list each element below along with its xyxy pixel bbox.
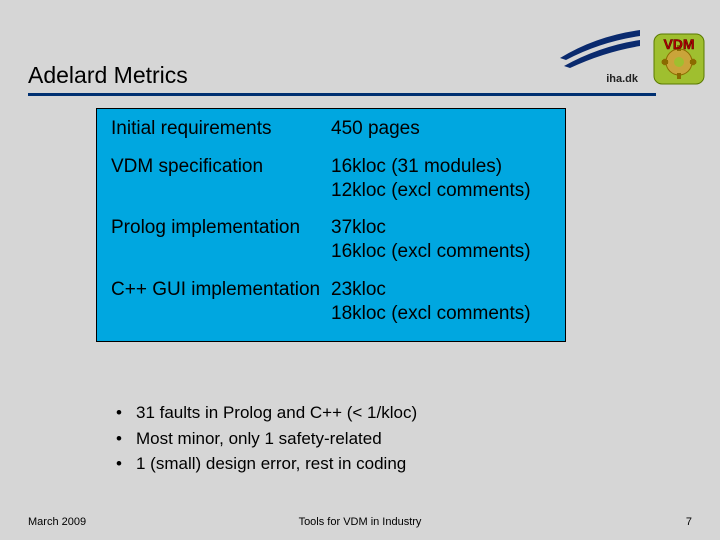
table-row: Initial requirements 450 pages <box>111 117 551 141</box>
metrics-table: Initial requirements 450 pages VDM speci… <box>96 108 566 342</box>
table-row: Prolog implementation 37kloc 16kloc (exc… <box>111 216 551 264</box>
metric-label: VDM specification <box>111 155 331 179</box>
title-wrap: Adelard Metrics <box>28 62 188 89</box>
metric-value: 16kloc (31 modules) 12kloc (excl comment… <box>331 155 551 203</box>
slide-title: Adelard Metrics <box>28 62 188 89</box>
table-row: VDM specification 16kloc (31 modules) 12… <box>111 155 551 203</box>
list-item: 1 (small) design error, rest in coding <box>110 451 610 477</box>
table-row: C++ GUI implementation 23kloc 18kloc (ex… <box>111 278 551 326</box>
vdm-text: VDM <box>663 36 694 52</box>
list-item: 31 faults in Prolog and C++ (< 1/kloc) <box>110 400 610 426</box>
metric-value: 23kloc 18kloc (excl comments) <box>331 278 551 326</box>
bullet-list: 31 faults in Prolog and C++ (< 1/kloc) M… <box>110 400 610 477</box>
metric-label: C++ GUI implementation <box>111 278 331 302</box>
metric-label: Initial requirements <box>111 117 331 141</box>
iha-text: iha.dk <box>556 73 638 85</box>
iha-swoosh-icon <box>556 28 644 70</box>
logo-area: iha.dk <box>556 28 706 88</box>
footer-title: Tools for VDM in Industry <box>0 516 720 528</box>
title-underline <box>28 93 656 96</box>
slide-footer: March 2009 Tools for VDM in Industry 7 <box>0 510 720 528</box>
iha-logo: iha.dk <box>556 28 644 88</box>
slide-header: Adelard Metrics iha.dk <box>0 0 720 98</box>
metric-label: Prolog implementation <box>111 216 331 240</box>
list-item: Most minor, only 1 safety-related <box>110 426 610 452</box>
vdm-logo: VDM <box>652 32 706 86</box>
metric-value: 37kloc 16kloc (excl comments) <box>331 216 551 264</box>
vdm-gear-icon: VDM <box>652 32 706 86</box>
footer-page-number: 7 <box>686 516 692 528</box>
metric-value: 450 pages <box>331 117 551 141</box>
